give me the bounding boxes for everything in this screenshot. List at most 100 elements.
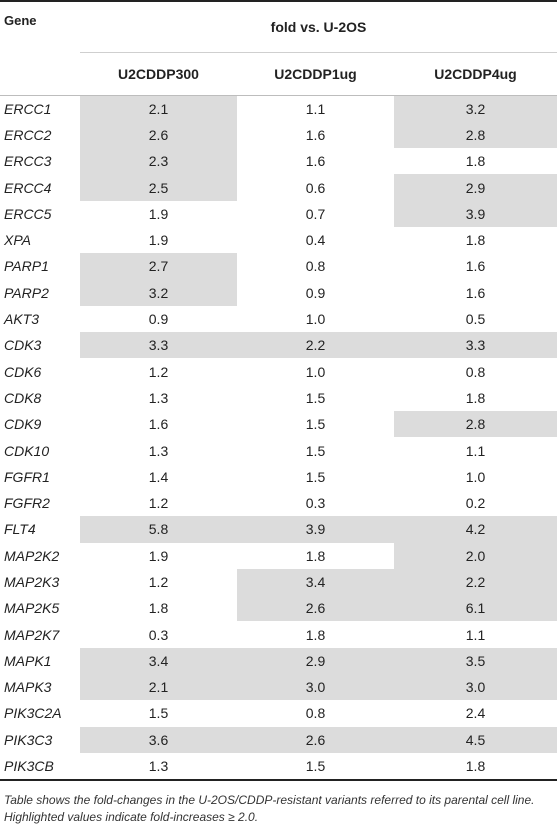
fold-value: 1.8 [394, 752, 557, 782]
fold-value: 2.4 [465, 705, 486, 722]
fold-value: 2.3 [80, 148, 237, 175]
fold-value: 2.8 [394, 121, 557, 149]
fold-value: 1.5 [237, 752, 394, 782]
fold-value: 2.6 [237, 595, 394, 622]
fold-value: 2.9 [237, 647, 394, 675]
gene-name: ERCC5 [4, 205, 52, 222]
gene-column-header: Gene [0, 0, 80, 52]
fold-value: 2.8 [394, 411, 557, 438]
gene-name: FGFR2 [4, 495, 50, 512]
fold-group-header: fold vs. U-2OS [80, 0, 557, 52]
gene-name: MAPK1 [4, 652, 52, 669]
fold-value: 3.5 [394, 647, 557, 675]
fold-value: 1.5 [305, 416, 326, 433]
fold-value: 1.6 [305, 126, 326, 143]
table-row: PARP1 2.7 0.8 1.6 [0, 253, 557, 280]
table-row: MAP2K7 0.3 1.8 1.1 [0, 621, 557, 647]
gene-name: MAPK3 [4, 679, 52, 696]
fold-value: 1.1 [465, 442, 486, 459]
gene-name: ERCC2 [4, 126, 52, 143]
gene-name: CDK10 [4, 442, 50, 459]
table-footnote: Table shows the fold-changes in the U-2O… [4, 793, 535, 824]
fold-value: 3.3 [80, 332, 237, 359]
column-header: U2CDDP1ug [237, 51, 394, 96]
fold-value: 1.3 [80, 752, 237, 782]
fold-value: 5.8 [80, 516, 237, 543]
fold-value: 0.8 [305, 258, 326, 275]
fold-value: 1.8 [148, 600, 169, 617]
fold-value: 6.1 [394, 595, 557, 622]
table-row: CDK3 3.3 2.2 3.3 [0, 332, 557, 359]
fold-value: 0.8 [305, 705, 326, 722]
gene-name: PIK3CB [0, 752, 80, 782]
fold-value: 0.9 [305, 284, 326, 301]
fold-value: 3.2 [394, 95, 557, 122]
gene-name: CDK9 [4, 416, 42, 433]
fold-value: 0.8 [465, 363, 486, 380]
table-row: CDK10 1.3 1.5 1.1 [0, 437, 557, 463]
fold-value: 1.6 [148, 416, 169, 433]
fold-value: 1.5 [305, 468, 326, 485]
fold-value: 1.1 [305, 100, 326, 117]
fold-value: 0.9 [148, 311, 169, 328]
gene-name: XPA [4, 232, 31, 249]
fold-value: 0.3 [148, 626, 169, 643]
fold-value: 0.4 [305, 232, 326, 249]
fold-value: 1.2 [148, 495, 169, 512]
table-row: PIK3C3 3.6 2.6 4.5 [0, 726, 557, 753]
fold-value: 3.0 [394, 674, 557, 701]
fold-value: 2.6 [80, 121, 237, 149]
fold-value: 1.3 [148, 442, 169, 459]
table-row: MAPK3 2.1 3.0 3.0 [0, 674, 557, 701]
fold-value: 1.2 [148, 363, 169, 380]
fold-value: 2.2 [394, 568, 557, 596]
fold-value: 1.6 [465, 258, 486, 275]
fold-value: 2.0 [394, 542, 557, 569]
fold-value: 2.5 [80, 174, 237, 201]
table-row: FGFR2 1.2 0.3 0.2 [0, 490, 557, 516]
gene-name: MAP2K7 [4, 626, 60, 643]
gene-name: MAP2K2 [4, 547, 60, 564]
fold-value: 1.9 [148, 205, 169, 222]
gene-name: AKT3 [4, 311, 40, 328]
gene-name: ERCC3 [4, 153, 52, 170]
fold-value: 2.6 [237, 726, 394, 753]
table-row: CDK8 1.3 1.5 1.8 [0, 385, 557, 411]
fold-value: 1.0 [305, 363, 326, 380]
gene-name: MAP2K3 [4, 573, 60, 590]
fold-value: 3.9 [237, 516, 394, 543]
gene-name: PARP1 [4, 258, 49, 275]
fold-value: 4.5 [394, 726, 557, 753]
fold-value: 1.5 [305, 389, 326, 406]
fold-value: 1.2 [148, 573, 169, 590]
fold-value: 1.9 [148, 232, 169, 249]
gene-name: FGFR1 [4, 468, 50, 485]
gene-name: CDK8 [4, 389, 42, 406]
fold-value: 1.8 [465, 232, 486, 249]
fold-value: 3.6 [80, 726, 237, 753]
fold-value: 3.4 [237, 568, 394, 596]
fold-value: 2.9 [394, 174, 557, 201]
fold-change-table: Gene fold vs. U-2OS U2CDDP300 U2CDDP1ug … [0, 0, 557, 782]
table-row: AKT3 0.9 1.0 0.5 [0, 306, 557, 332]
fold-value: 2.1 [80, 674, 237, 701]
fold-value: 1.8 [465, 389, 486, 406]
gene-name: CDK6 [4, 363, 42, 380]
fold-value: 1.8 [305, 547, 326, 564]
fold-value: 3.9 [394, 200, 557, 227]
table-row: MAP2K5 1.8 2.6 6.1 [0, 595, 557, 622]
fold-value: 3.0 [237, 674, 394, 701]
fold-value: 3.4 [80, 647, 237, 675]
column-header: U2CDDP300 [80, 51, 237, 96]
gene-name: CDK3 [4, 337, 42, 354]
table-row: MAPK1 3.4 2.9 3.5 [0, 647, 557, 675]
fold-value: 1.0 [305, 311, 326, 328]
fold-value: 1.5 [305, 442, 326, 459]
fold-value: 3.2 [80, 279, 237, 306]
table-row: MAP2K3 1.2 3.4 2.2 [0, 568, 557, 596]
table-row: FGFR1 1.4 1.5 1.0 [0, 464, 557, 490]
fold-value: 1.0 [465, 468, 486, 485]
table-row: PIK3CB 1.3 1.5 1.8 [0, 752, 557, 782]
table-row: ERCC1 2.1 1.1 3.2 [0, 95, 557, 122]
fold-value: 0.6 [305, 179, 326, 196]
